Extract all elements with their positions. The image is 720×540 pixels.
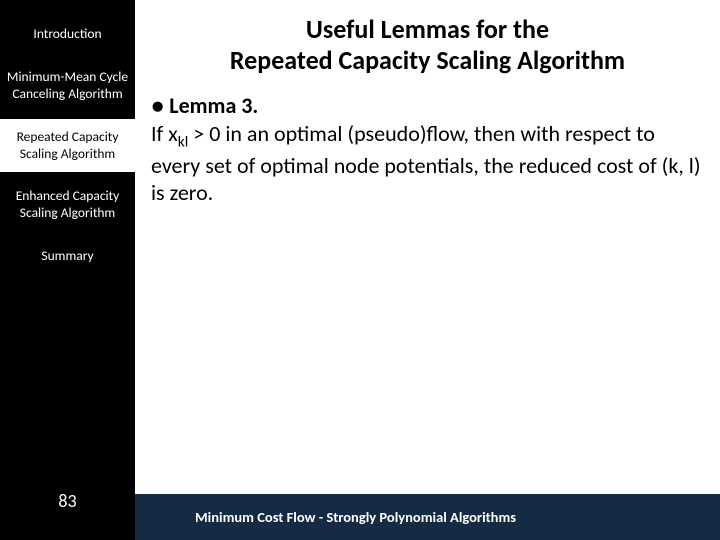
main-content: Useful Lemmas for the Repeated Capacity … — [135, 0, 720, 540]
slide-title: Useful Lemmas for the Repeated Capacity … — [135, 0, 720, 86]
title-line-2: Repeated Capacity Scaling Algorithm — [230, 44, 625, 76]
bullet-icon: ● — [151, 92, 164, 120]
sidebar-item-introduction[interactable]: Introduction — [0, 16, 135, 53]
title-line-1: Useful Lemmas for the — [306, 13, 549, 45]
sidebar-nav: Introduction Minimum-Mean Cycle Cancelin… — [0, 0, 135, 281]
body-text-pre: If x — [151, 120, 178, 147]
sidebar-item-minimum-mean[interactable]: Minimum-Mean Cycle Canceling Algorithm — [0, 59, 135, 113]
slide: Introduction Minimum-Mean Cycle Cancelin… — [0, 0, 720, 540]
lemma-label: Lemma 3. — [169, 92, 258, 119]
slide-number: 83 — [0, 490, 135, 512]
body-subscript: kl — [178, 132, 189, 151]
slide-footer: Minimum Cost Flow - Strongly Polynomial … — [135, 494, 720, 540]
body-text-post: > 0 in an optimal (pseudo)flow, then wit… — [151, 120, 701, 206]
sidebar-item-repeated-capacity[interactable]: Repeated Capacity Scaling Algorithm — [0, 119, 135, 173]
sidebar-item-enhanced-capacity[interactable]: Enhanced Capacity Scaling Algorithm — [0, 178, 135, 232]
slide-body: ● Lemma 3. If xkl > 0 in an optimal (pse… — [135, 86, 720, 206]
footer-text: Minimum Cost Flow - Strongly Polynomial … — [195, 508, 516, 526]
sidebar-item-summary[interactable]: Summary — [0, 238, 135, 275]
sidebar: Introduction Minimum-Mean Cycle Cancelin… — [0, 0, 135, 540]
